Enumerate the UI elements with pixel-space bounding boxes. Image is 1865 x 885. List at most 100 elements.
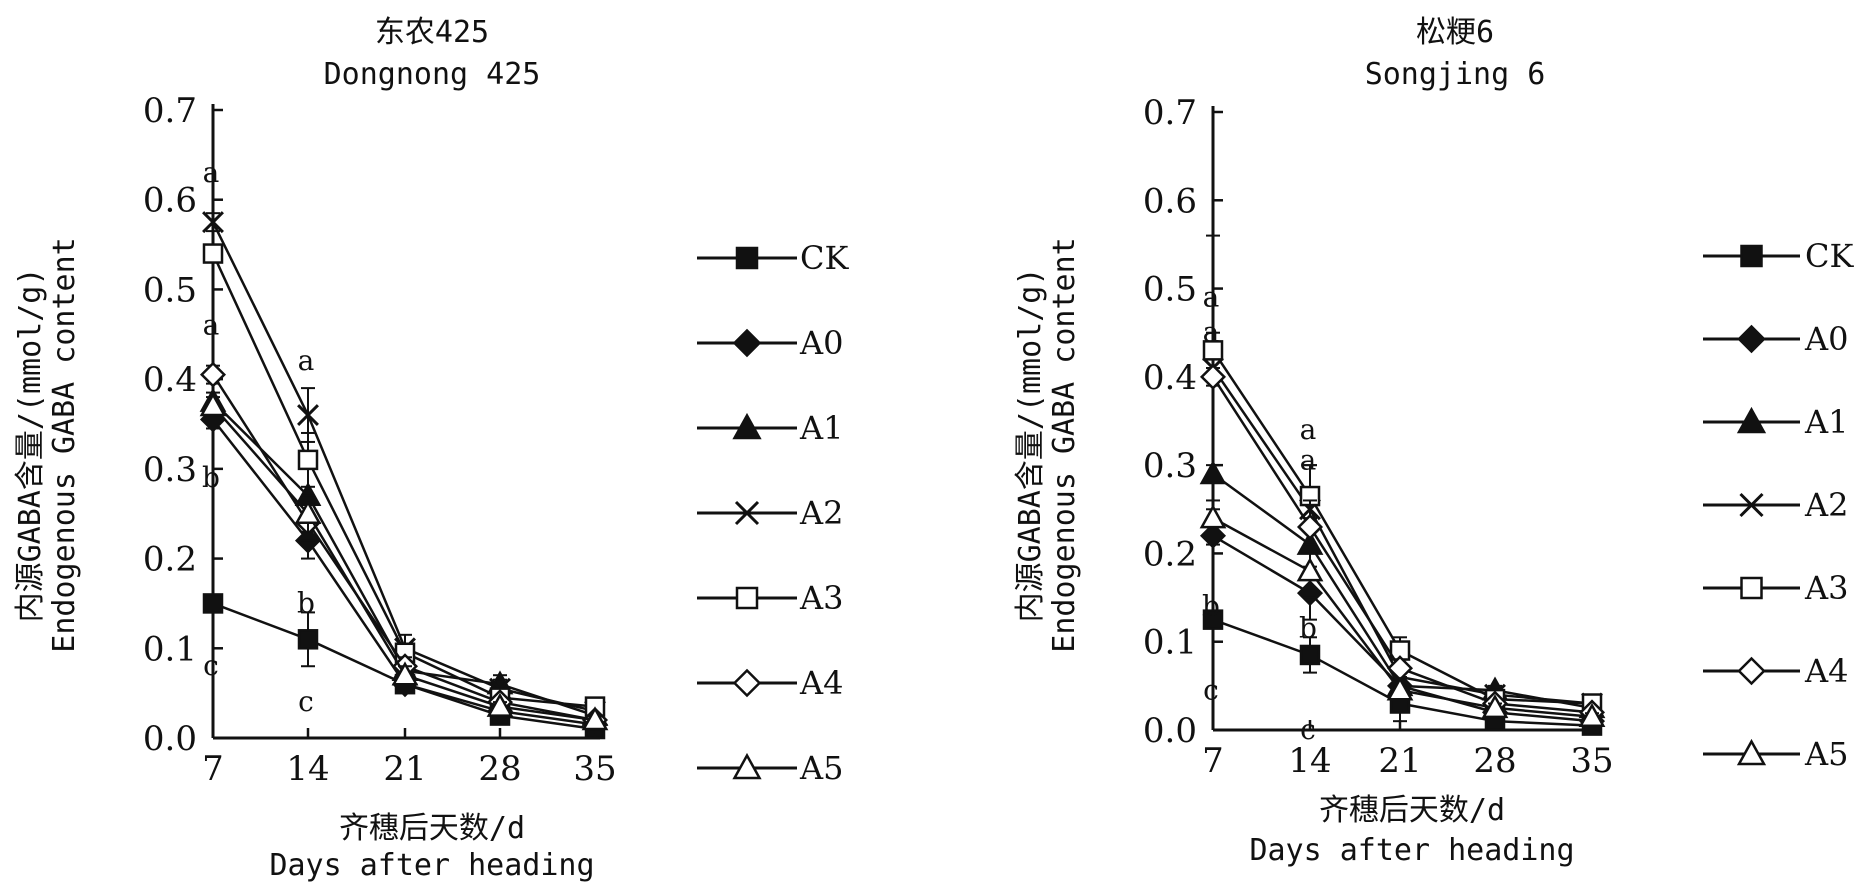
legend-marker xyxy=(1739,492,1764,518)
significance-letter: a xyxy=(1203,316,1220,349)
x-axis-label-en: Days after heading xyxy=(1249,833,1574,868)
series-a5-point xyxy=(1481,694,1509,719)
series-a5-point xyxy=(1296,557,1324,582)
y-tick-label: 0.2 xyxy=(1143,534,1197,574)
series-a3-point xyxy=(202,243,224,264)
y-tick-label: 0.5 xyxy=(1143,270,1197,310)
series-a4-point xyxy=(1296,513,1324,540)
y-tick-label: 0.3 xyxy=(143,450,197,490)
significance-letter: a xyxy=(203,156,220,189)
significance-letter: c xyxy=(1203,673,1219,706)
legend-marker xyxy=(1736,406,1767,434)
legend: CK A0 A1 A2 A3 A4 A5 xyxy=(1703,237,1854,773)
series-a3 xyxy=(1202,331,1603,714)
legend-item-a5: A5 xyxy=(1703,735,1848,773)
legend-marker xyxy=(735,246,759,270)
series-a4-point xyxy=(1199,363,1227,390)
legend-label: A2 xyxy=(1804,486,1848,524)
x-tick-label: 35 xyxy=(573,749,616,789)
series-ck-point xyxy=(1299,644,1321,666)
legend-marker xyxy=(732,328,762,358)
legend-marker xyxy=(734,500,760,526)
legend: CK A0 A1 A2 A3 A4 A5 xyxy=(697,239,849,787)
y-tick-label: 0.4 xyxy=(143,360,197,400)
legend-marker xyxy=(732,668,762,698)
x-tick-label: 7 xyxy=(1202,741,1224,781)
series-ck-point xyxy=(297,629,319,650)
series-a3 xyxy=(202,243,606,717)
series-a2-point xyxy=(202,211,224,234)
x-tick-label: 21 xyxy=(383,749,426,789)
series-a5-point xyxy=(294,499,322,524)
chart-panel-dongnong-425: 东农425 Dongnong 425 内源GABA含量/(mmol/g) End… xyxy=(13,15,849,883)
y-tick-label: 0.4 xyxy=(1143,358,1197,398)
series-a2-point xyxy=(297,404,319,426)
x-axis-label-cn: 齐穗后天数/d xyxy=(1319,793,1505,828)
legend-marker xyxy=(1737,324,1766,354)
chart-subtitle: Songjing 6 xyxy=(1365,57,1546,92)
legend-item-ck: CK xyxy=(697,239,849,277)
significance-letter: a xyxy=(1203,280,1220,313)
legend-label: A3 xyxy=(1804,569,1848,607)
y-tick-label: 0.6 xyxy=(1143,181,1197,221)
legend-item-a2: A2 xyxy=(697,494,843,532)
series-a0 xyxy=(199,406,609,738)
series-a5-point xyxy=(1578,702,1606,728)
x-tick-label: 14 xyxy=(1288,741,1331,781)
significance-letter: b xyxy=(1299,611,1317,644)
plot-area: 0.0 0.1 0.2 0.3 0.4 0.5 0.6 0.7 7 14 21 28 35 a a b c a b c xyxy=(143,91,617,789)
y-axis-label-cn: 内源GABA含量/(mmol/g) xyxy=(13,268,48,623)
legend-label: CK xyxy=(1805,237,1854,275)
legend-marker xyxy=(1740,576,1763,600)
y-axis-label-en: Endogenous GABA content xyxy=(47,237,82,652)
legend-label: A1 xyxy=(799,409,843,447)
y-axis-label-en: Endogenous GABA content xyxy=(1047,237,1082,652)
y-tick-label: 0.1 xyxy=(143,629,197,669)
significance-letter: c xyxy=(203,649,219,682)
series-a5-point xyxy=(581,706,609,731)
x-tick-label: 14 xyxy=(286,749,329,789)
legend-label: A0 xyxy=(1804,320,1848,358)
chart-panel-songjing-6: 松粳6 Songjing 6 内源GABA含量/(mmol/g) Endogen… xyxy=(1013,15,1854,868)
legend-item-a1: A1 xyxy=(1703,403,1848,441)
series-a5-point xyxy=(199,392,227,417)
legend-item-a0: A0 xyxy=(697,324,843,362)
significance-letter: b xyxy=(1202,589,1220,622)
legend-item-a4: A4 xyxy=(1703,652,1848,690)
series-a5-point xyxy=(1386,676,1414,701)
y-tick-label: 0.0 xyxy=(143,719,197,759)
series-a5 xyxy=(1199,504,1606,728)
y-tick-label: 0.3 xyxy=(1143,446,1197,486)
significance-letter: a xyxy=(203,308,220,341)
legend-marker xyxy=(1736,738,1767,766)
y-axis-label: 内源GABA含量/(mmol/g) Endogenous GABA conten… xyxy=(13,237,82,652)
x-tick-label: 28 xyxy=(478,749,521,789)
x-tick-label: 7 xyxy=(202,749,224,789)
y-tick-label: 0.0 xyxy=(1143,711,1197,751)
legend-item-ck: CK xyxy=(1703,237,1854,275)
legend-item-a1: A1 xyxy=(697,409,843,447)
significance-letter: c xyxy=(298,685,314,718)
legend-marker xyxy=(1740,244,1763,268)
legend-item-a2: A2 xyxy=(1703,486,1848,524)
legend-item-a3: A3 xyxy=(1703,569,1848,607)
y-axis-label: 内源GABA含量/(mmol/g) Endogenous GABA conten… xyxy=(1013,237,1082,652)
series-a3-point xyxy=(1202,340,1224,361)
legend-item-a0: A0 xyxy=(1703,320,1848,358)
x-axis-label-cn: 齐穗后天数/d xyxy=(339,811,525,846)
x-tick-label: 28 xyxy=(1473,741,1516,781)
legend-label: A2 xyxy=(799,494,843,532)
legend-label: A4 xyxy=(1804,652,1848,690)
series-ck-point xyxy=(1202,609,1224,630)
series-a4-point xyxy=(199,361,227,388)
legend-marker xyxy=(732,412,762,440)
y-tick-label: 0.2 xyxy=(143,540,197,580)
legend-label: A5 xyxy=(1804,735,1848,773)
legend-label: A4 xyxy=(799,664,843,702)
significance-letter: b xyxy=(297,586,315,619)
y-tick-label: 0.6 xyxy=(143,181,197,221)
legend-item-a3: A3 xyxy=(697,579,843,617)
series-a5 xyxy=(199,392,609,731)
plot-area: 0.00.10.20.30.40.50.60.77 14 21 28 35aabcaab… xyxy=(1143,93,1614,781)
